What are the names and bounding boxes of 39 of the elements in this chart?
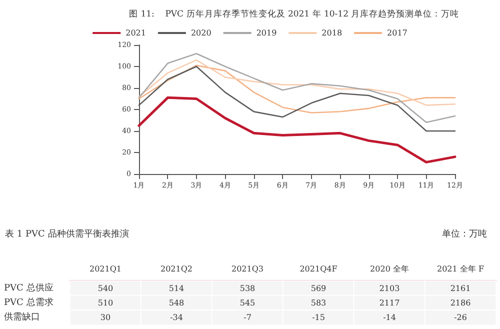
x-tick-label: 2021Q4F — [300, 264, 338, 274]
y-tick-label: PVC 总供应 — [4, 282, 54, 294]
x-tick-label: 2021Q1 — [89, 264, 122, 274]
text: 单位：万吨 — [442, 228, 487, 240]
line-series — [138, 52, 456, 124]
chart-title: 图 11: PVC 历年月库存季节性变化及 2021 年 10-12 月库存趋势预测单位：万吨 — [129, 8, 460, 20]
data-label: 510 — [98, 298, 114, 308]
legend-label: 2019 — [256, 28, 277, 38]
y-tick-label: PVC 总需求 — [4, 297, 54, 308]
data-label: 583 — [310, 298, 326, 308]
legend-label: 2017 — [387, 28, 408, 38]
data-label: 2161 — [450, 284, 471, 293]
data-label: -34 — [170, 313, 183, 322]
x-tick-label: 2020 全年 — [370, 264, 409, 274]
data-label: -26 — [454, 313, 467, 322]
data-label: -15 — [312, 313, 325, 322]
data-label: 2186 — [450, 298, 471, 308]
line-series — [138, 96, 456, 164]
data-label: 569 — [310, 284, 326, 293]
data-label: 2103 — [379, 284, 400, 293]
chart-title: 表 1 PVC 品种供需平衡表推演 — [5, 228, 129, 240]
line-series — [138, 64, 456, 114]
legend-label: 2021 — [126, 28, 146, 38]
data-label: 540 — [98, 284, 114, 293]
legend-label: 2020 — [190, 28, 212, 38]
data-label: 30 — [100, 313, 111, 322]
x-tick-label: 2021Q2 — [160, 264, 193, 274]
data-label: 548 — [168, 298, 184, 308]
line-series — [138, 59, 456, 106]
data-label: 538 — [240, 284, 256, 293]
data-label: 514 — [168, 284, 184, 293]
data-label: -7 — [244, 313, 252, 322]
x-tick-label: 2021Q3 — [231, 264, 264, 274]
x-tick-label: 2021 全年 F — [437, 264, 484, 274]
data-label: 2117 — [379, 298, 400, 308]
legend-label: 2018 — [322, 28, 342, 38]
y-tick-label: 供需缺口 — [4, 312, 40, 323]
data-label: 545 — [240, 298, 256, 308]
data-label: -14 — [383, 313, 396, 322]
